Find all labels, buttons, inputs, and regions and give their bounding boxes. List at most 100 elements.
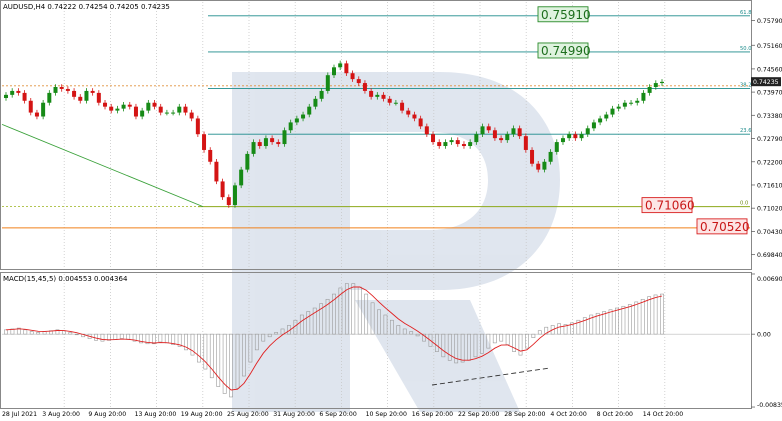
candle-body — [393, 102, 398, 104]
macd-bar — [36, 332, 41, 335]
candle-body — [127, 104, 132, 107]
macd-bar — [647, 296, 652, 335]
macd-bar — [486, 333, 491, 349]
candle-body — [573, 134, 578, 139]
macd-tick-label: -0.008354 — [757, 402, 782, 409]
candle-body — [28, 100, 33, 113]
candle-body — [511, 128, 516, 135]
macd-bar — [634, 301, 639, 335]
candle-body — [294, 118, 299, 123]
macd-bar — [306, 311, 311, 335]
macd-bar — [660, 293, 664, 335]
macd-bar — [74, 333, 79, 336]
candle-body — [548, 151, 553, 162]
macd-bar — [139, 333, 143, 344]
macd-bar — [209, 333, 214, 379]
candle-body — [344, 63, 349, 74]
y-tick-label: 0.72200 — [757, 159, 782, 166]
y-tick-label: 0.75160 — [757, 43, 782, 50]
candle-body — [53, 86, 58, 93]
macd-bar — [402, 328, 407, 335]
candle-body — [133, 106, 138, 117]
candle-body — [140, 110, 145, 117]
x-tick-label: 6 Sep 20:00 — [319, 411, 356, 418]
macd-bar — [267, 333, 272, 338]
y-tick-label: 0.71610 — [757, 182, 782, 189]
candle-body — [610, 108, 615, 115]
macd-bar — [332, 293, 336, 335]
macd-bar — [550, 325, 555, 335]
candle-body — [536, 163, 541, 170]
candle-body — [239, 169, 244, 186]
candle-body — [468, 142, 473, 147]
candle-body — [208, 149, 213, 162]
candle-body — [325, 75, 330, 91]
time-axis: 28 Jul 2021 3 Aug 20:00 9 Aug 20:00 13 Aug … — [2, 411, 683, 418]
macd-bar — [415, 333, 420, 337]
price-panel-frame — [0, 0, 752, 270]
macd-bar — [242, 333, 246, 377]
macd-bar — [621, 305, 626, 335]
macd-bar — [653, 294, 658, 335]
macd-bar — [216, 333, 221, 387]
macd-bar — [473, 333, 478, 358]
x-tick-label: 19 Aug 20:00 — [181, 411, 223, 418]
macd-bar — [627, 304, 632, 335]
macd-bar — [344, 283, 349, 335]
x-tick-label: 14 Oct 20:00 — [643, 411, 683, 418]
candle-body — [362, 83, 367, 91]
candle-body — [449, 140, 454, 143]
candle-body — [492, 130, 497, 139]
macd-bar — [370, 302, 375, 335]
macd-bar — [274, 332, 279, 335]
candles — [4, 60, 664, 208]
macd-panel-frame — [0, 272, 752, 409]
macd-bar — [531, 333, 536, 338]
candle-body — [47, 92, 52, 103]
candle-body — [177, 106, 182, 113]
macd-bar — [280, 328, 285, 335]
price-label-text: 0.74990 — [541, 44, 591, 58]
macd-bar — [68, 332, 73, 335]
candle-body — [251, 142, 256, 154]
candle-body — [338, 63, 343, 68]
candle-body — [158, 106, 163, 113]
candle-body — [598, 118, 603, 123]
candle-body — [96, 92, 101, 103]
candle-body — [350, 73, 355, 80]
price-label-box — [537, 42, 589, 59]
macd-bar — [409, 331, 414, 335]
x-tick-label: 13 Aug 20:00 — [135, 411, 177, 418]
candle-body — [65, 88, 70, 91]
macd-bar — [197, 333, 201, 363]
last-price-tag — [751, 77, 781, 87]
candle-body — [437, 142, 442, 147]
candle-body — [245, 153, 250, 170]
candle-body — [629, 102, 634, 104]
y-tick-label: 0.74560 — [757, 66, 782, 73]
fibo-label: 23.6 — [740, 128, 752, 134]
x-tick-label: 9 Aug 20:00 — [88, 411, 126, 418]
candle-body — [591, 122, 596, 129]
macd-bar — [171, 333, 176, 345]
macd-bar — [595, 312, 600, 335]
macd-bar — [435, 333, 439, 352]
candle-body — [505, 134, 510, 141]
candle-body — [72, 90, 77, 97]
x-tick-label: 16 Sep 20:00 — [412, 411, 453, 418]
candle-body — [585, 128, 590, 135]
macd-bar — [29, 331, 34, 335]
macd-bar — [557, 323, 561, 335]
y-tick-label: 0.69840 — [757, 252, 782, 259]
divergence-line — [431, 367, 551, 386]
candle-body — [152, 102, 157, 107]
candle-body — [121, 104, 126, 109]
candle-body — [301, 114, 306, 119]
price-label-box — [641, 197, 693, 214]
macd-bar — [235, 333, 240, 389]
macd-bar — [119, 333, 124, 339]
candle-body — [455, 140, 460, 145]
macd-bar — [203, 333, 208, 370]
candle-body — [183, 106, 188, 113]
